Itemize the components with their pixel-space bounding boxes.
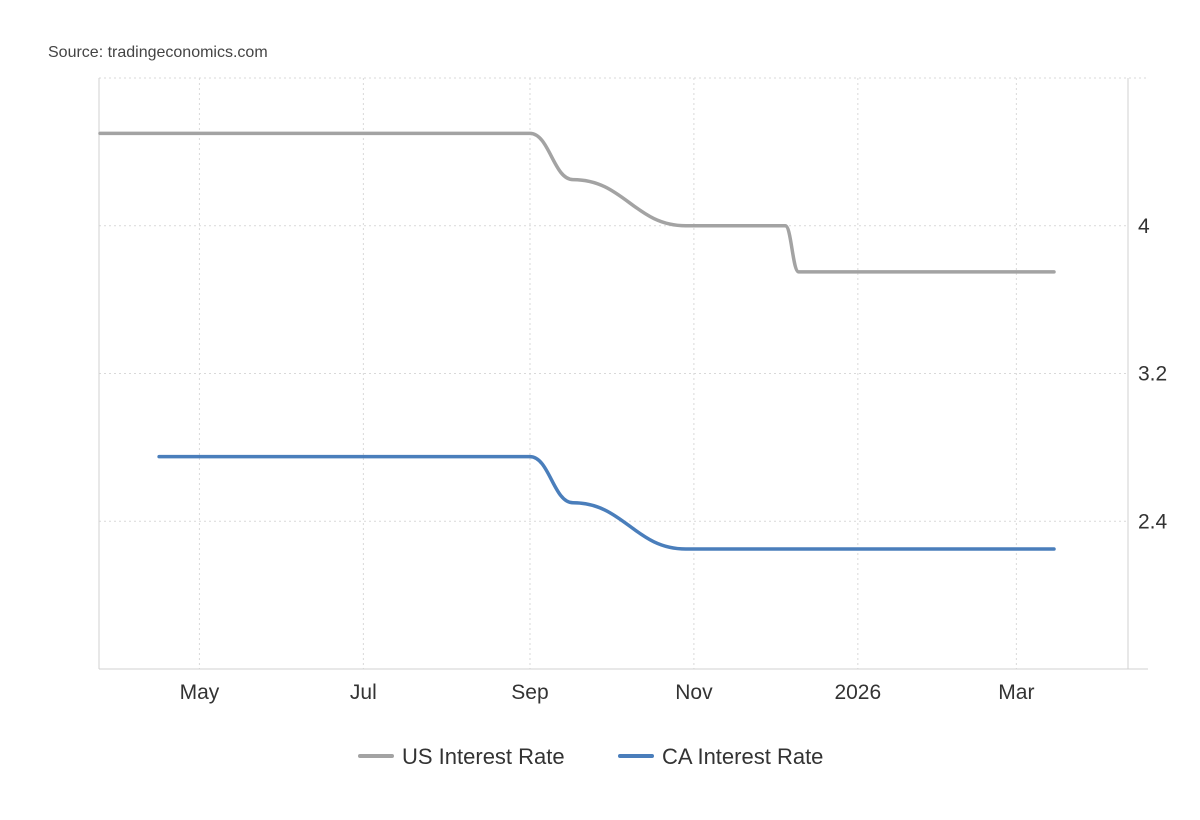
legend-label: CA Interest Rate	[662, 744, 823, 769]
legend[interactable]: US Interest Rate CA Interest Rate	[358, 744, 823, 769]
series-lines	[98, 131, 1056, 551]
x-axis-tick-labels: May Jul Sep Nov 2026 Mar	[180, 681, 1035, 704]
x-tick-label: Jul	[350, 681, 377, 704]
grid-lines	[99, 77, 1148, 669]
legend-label: US Interest Rate	[402, 744, 565, 769]
axis-frame	[98, 78, 1148, 670]
series-line-ca-interest-rate	[157, 454, 1056, 551]
x-tick-label: Sep	[511, 681, 548, 704]
x-tick-label: May	[180, 681, 220, 704]
y-tick-label: 4	[1138, 215, 1150, 238]
x-tick-label: Mar	[998, 681, 1034, 704]
y-axis-tick-labels: 2.4 3.2 4	[1138, 215, 1168, 534]
legend-item-us-interest-rate[interactable]: US Interest Rate	[358, 744, 565, 769]
y-tick-label: 3.2	[1138, 363, 1167, 386]
series-line-us-interest-rate	[98, 131, 1056, 274]
y-tick-label: 2.4	[1138, 510, 1168, 533]
x-tick-label: Nov	[675, 681, 713, 704]
legend-item-ca-interest-rate[interactable]: CA Interest Rate	[618, 744, 823, 769]
x-tick-label: 2026	[834, 681, 881, 704]
source-label: Source: tradingeconomics.com	[48, 44, 268, 61]
